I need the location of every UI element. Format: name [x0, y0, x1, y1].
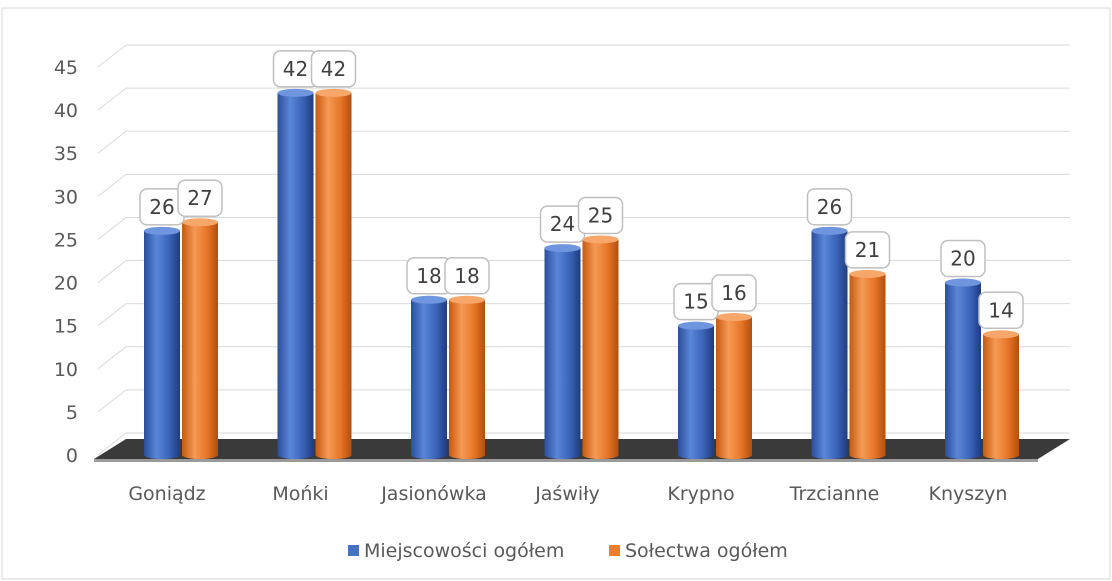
data-label: 16: [721, 281, 746, 305]
data-label: 24: [550, 212, 575, 236]
data-label: 18: [416, 264, 441, 288]
bar-miejscowosci-4: [678, 325, 714, 459]
bar-cap-miejscowosci-4: [678, 321, 714, 330]
y-tick-label: 45: [54, 57, 78, 79]
x-category-label: Jaświły: [534, 483, 600, 505]
data-label: 42: [283, 57, 308, 81]
chart-floor: [94, 439, 1070, 462]
y-tick-label: 35: [54, 143, 78, 165]
gridlines: [97, 44, 1070, 456]
bar-cap-miejscowosci-6: [945, 278, 981, 287]
bar-solectwa-0: [182, 222, 218, 459]
y-tick-label: 0: [66, 445, 78, 467]
bar-miejscowosci-3: [544, 248, 581, 459]
bar-miejscowosci-0: [144, 230, 180, 459]
bar-cap-solectwa-5: [849, 269, 886, 278]
legend-label: Sołectwa ogółem: [625, 540, 788, 562]
y-tick-label: 30: [54, 186, 78, 208]
bar-cap-miejscowosci-3: [544, 244, 581, 253]
bar-miejscowosci-2: [411, 299, 447, 459]
data-label-box: [310, 50, 357, 88]
data-label-box: [444, 257, 490, 295]
bar-solectwa-1: [315, 92, 352, 459]
legend: Miejscowości ogółem Sołectwa ogółem: [348, 540, 788, 562]
y-tick-label: 10: [54, 359, 78, 381]
bar-solectwa-4: [716, 317, 752, 459]
data-label-box: [844, 231, 891, 269]
bar-cap-solectwa-4: [716, 313, 752, 322]
gridline: [97, 389, 1070, 413]
gridline: [97, 432, 1070, 456]
bar-miejscowosci-1: [277, 92, 314, 459]
bar-cap-solectwa-1: [315, 88, 352, 97]
bar-solectwa-5: [849, 273, 886, 459]
gridline: [97, 346, 1070, 370]
x-category-label: Krypno: [667, 483, 734, 505]
data-label-box: [177, 179, 223, 217]
data-label: 15: [683, 290, 708, 314]
bar-cap-solectwa-6: [983, 330, 1019, 339]
bar-cap-miejscowosci-0: [144, 226, 180, 235]
data-label-box: [940, 239, 986, 278]
bar-cap-miejscowosci-1: [277, 88, 314, 97]
bar-cap-miejscowosci-5: [811, 226, 848, 235]
x-category-label: Mońki: [272, 483, 328, 505]
data-labels: 26 27 42 42 18 18 24 25 15 16 26 21 20 14: [139, 50, 1024, 330]
data-label-box: [577, 196, 624, 235]
y-tick-label: 20: [54, 273, 78, 295]
gridline: [97, 260, 1070, 283]
data-label: 27: [187, 186, 212, 210]
y-tick-label: 15: [54, 316, 78, 338]
bar-solectwa-2: [449, 299, 485, 459]
bar-miejscowosci-5: [811, 230, 848, 459]
gridline: [97, 216, 1070, 240]
data-label: 21: [855, 238, 880, 262]
bar-miejscowosci-6: [945, 282, 981, 459]
y-tick-label: 5: [66, 402, 78, 424]
data-label: 25: [588, 203, 613, 227]
floor-surface: [94, 439, 1070, 459]
legend-label: Miejscowości ogółem: [364, 540, 564, 562]
gridline: [97, 130, 1070, 154]
data-label: 26: [817, 195, 842, 219]
y-tick-label: 25: [54, 229, 78, 251]
x-category-label: Knyszyn: [929, 483, 1008, 505]
gridline: [97, 87, 1070, 111]
gridline: [97, 173, 1070, 197]
data-label: 42: [321, 57, 346, 81]
legend-swatch: [348, 545, 359, 556]
data-label: 20: [950, 247, 975, 271]
bars: [144, 88, 1019, 459]
bar-cap-solectwa-3: [582, 235, 619, 244]
x-category-label: Trzcianne: [789, 483, 880, 505]
data-label: 14: [988, 298, 1013, 322]
x-category-label: Jasionówka: [380, 483, 487, 505]
y-tick-label: 40: [54, 100, 78, 122]
gridline: [97, 44, 1070, 68]
data-label: 18: [454, 264, 479, 288]
legend-swatch: [609, 545, 620, 556]
data-label: 26: [149, 195, 174, 219]
bar-solectwa-6: [983, 334, 1019, 459]
bar-cap-solectwa-2: [449, 295, 485, 304]
data-label-box: [806, 188, 853, 226]
data-label-box: [978, 291, 1024, 330]
y-axis: 0 5 10 15 20 25 30 35 40 45: [54, 57, 78, 467]
floor-edge: [94, 459, 1038, 462]
x-category-label: Goniądz: [128, 483, 205, 505]
x-axis: Goniądz Mońki Jasionówka Jaświły Krypno Trzci…: [128, 483, 1007, 505]
bar-cap-miejscowosci-2: [411, 295, 447, 304]
bar-solectwa-3: [582, 239, 619, 459]
data-label-box: [711, 274, 757, 312]
bar-cap-solectwa-0: [182, 218, 218, 227]
